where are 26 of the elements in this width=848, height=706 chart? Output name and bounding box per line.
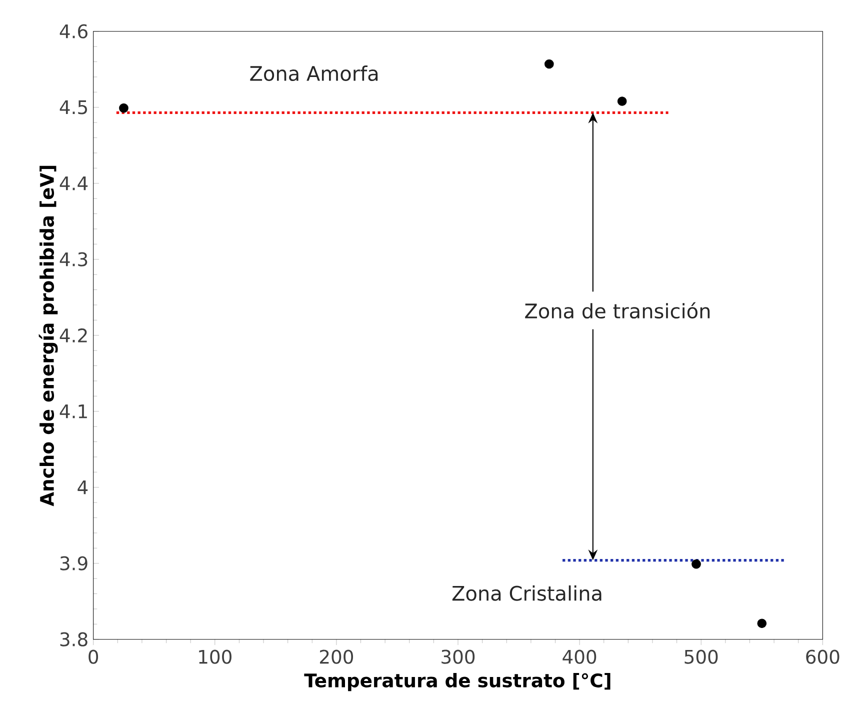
x-tick-label: 400: [562, 650, 596, 664]
y-tick-label: 3.9: [60, 556, 88, 570]
point: [692, 559, 701, 569]
y-tick-label: 3.8: [60, 632, 88, 646]
x-tick-label: 300: [442, 650, 475, 664]
y-tick-label: 4.2: [60, 328, 87, 342]
y-tick-label: 4.3: [60, 252, 88, 266]
annotation: Zona Amorfa: [250, 66, 378, 82]
y-tick-label: 4.4: [60, 176, 88, 190]
annotation: Zona Cristalina: [452, 585, 602, 601]
x-axis-title: Temperatura de sustrato [°C]: [304, 673, 610, 692]
x-tick-label: 200: [320, 650, 354, 664]
x-tick-label: 100: [199, 650, 232, 664]
y-axis-title: Ancho de energía prohibida [eV]: [38, 166, 58, 506]
y-tick-label: 4: [78, 480, 88, 494]
point: [617, 96, 627, 106]
y-tick-label: 4.6: [60, 24, 88, 38]
point: [119, 103, 128, 113]
annotation: Zona de transición: [525, 302, 710, 319]
x-tick-label: 500: [684, 650, 718, 664]
point: [757, 618, 767, 628]
y-tick-label: 4.1: [60, 404, 87, 418]
point: [544, 59, 554, 69]
x-tick-label: 0: [88, 650, 98, 664]
x-tick-label: 600: [806, 650, 840, 664]
y-tick-label: 4.5: [60, 100, 87, 114]
